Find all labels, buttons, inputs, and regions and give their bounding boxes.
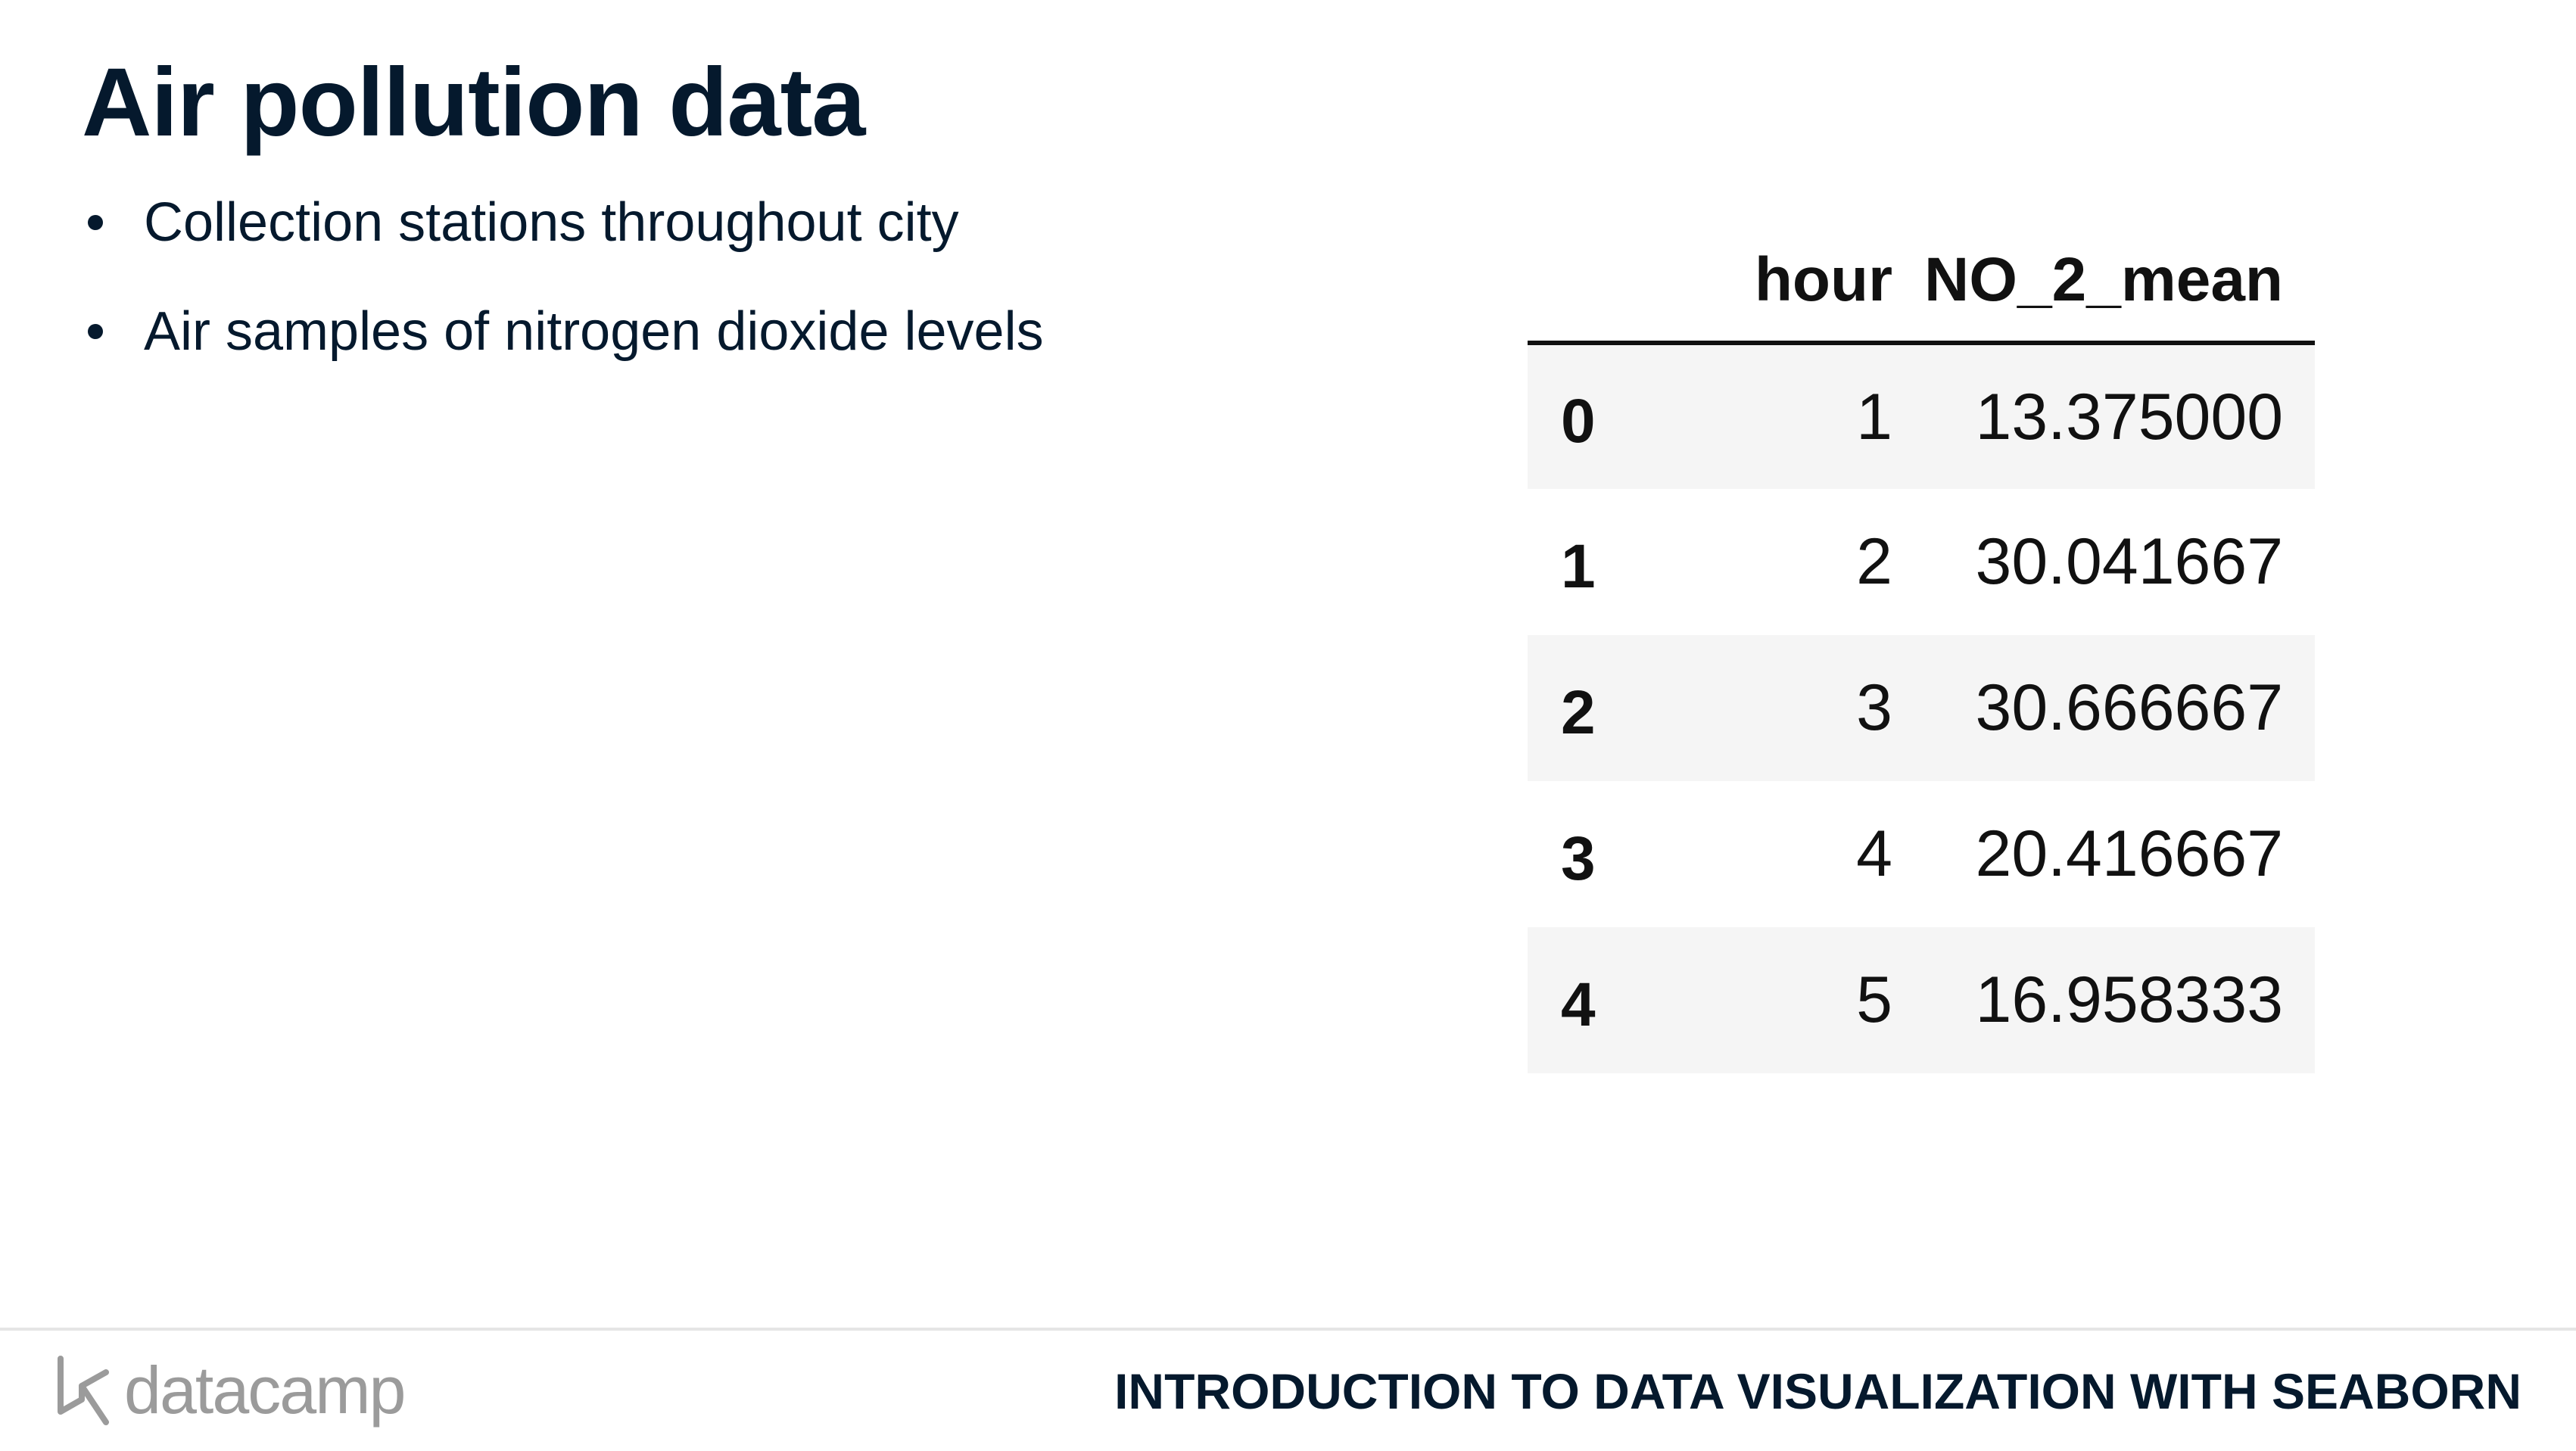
- bullet-text: Air samples of nitrogen dioxide levels: [144, 301, 1044, 362]
- footer-divider: [0, 1328, 2576, 1331]
- slide-title: Air pollution data: [82, 48, 865, 157]
- hour-column-header: hour: [1611, 220, 1924, 345]
- row-index: 0: [1561, 387, 1596, 456]
- hour-cell: 1: [1856, 380, 1892, 453]
- hour-cell: 5: [1856, 964, 1892, 1036]
- bullet-dot-icon: [88, 215, 103, 230]
- table-row: 0 1 13.375000: [1528, 343, 2316, 489]
- no2-mean-cell: 16.958333: [1975, 964, 2284, 1036]
- table-row: 2 3 30.666667: [1528, 635, 2316, 781]
- row-index: 4: [1561, 970, 1596, 1039]
- no2-mean-cell: 20.416667: [1975, 817, 2284, 890]
- hour-cell: 3: [1856, 671, 1892, 744]
- bullet-dot-icon: [88, 324, 103, 339]
- no2-mean-cell: 30.041667: [1975, 525, 2284, 598]
- table-row: 3 4 20.416667: [1528, 781, 2315, 927]
- hour-cell: 2: [1856, 525, 1892, 598]
- bullet-text: Collection stations throughout city: [144, 192, 959, 253]
- bullet-list: Collection stations throughout city Air …: [82, 195, 1044, 413]
- no2-mean-cell: 13.375000: [1975, 380, 2284, 453]
- no2-mean-cell: 30.666667: [1975, 671, 2284, 744]
- bullet-item: Collection stations throughout city: [82, 195, 1044, 250]
- table-row: 1 2 30.041667: [1528, 489, 2315, 635]
- bullet-item: Air samples of nitrogen dioxide levels: [82, 304, 1044, 359]
- no2-mean-column-header: NO_2_mean: [1924, 220, 2316, 345]
- row-index: 1: [1561, 531, 1596, 601]
- index-header: [1528, 220, 1611, 345]
- hour-cell: 4: [1856, 817, 1892, 890]
- row-index: 3: [1561, 824, 1596, 893]
- brand-name: datacamp: [124, 1353, 406, 1428]
- table-row: 4 5 16.958333: [1528, 927, 2316, 1073]
- row-index: 2: [1561, 677, 1596, 747]
- datacamp-brand: datacamp: [53, 1349, 406, 1432]
- course-title: INTRODUCTION TO DATA VISUALIZATION WITH …: [1114, 1363, 2521, 1419]
- dataframe-table: hour NO_2_mean 0 1 13.375000 1 2 30.0416…: [1528, 220, 2316, 1073]
- table-header-row: hour NO_2_mean: [1528, 220, 2316, 345]
- datacamp-logo-icon: [58, 1356, 109, 1425]
